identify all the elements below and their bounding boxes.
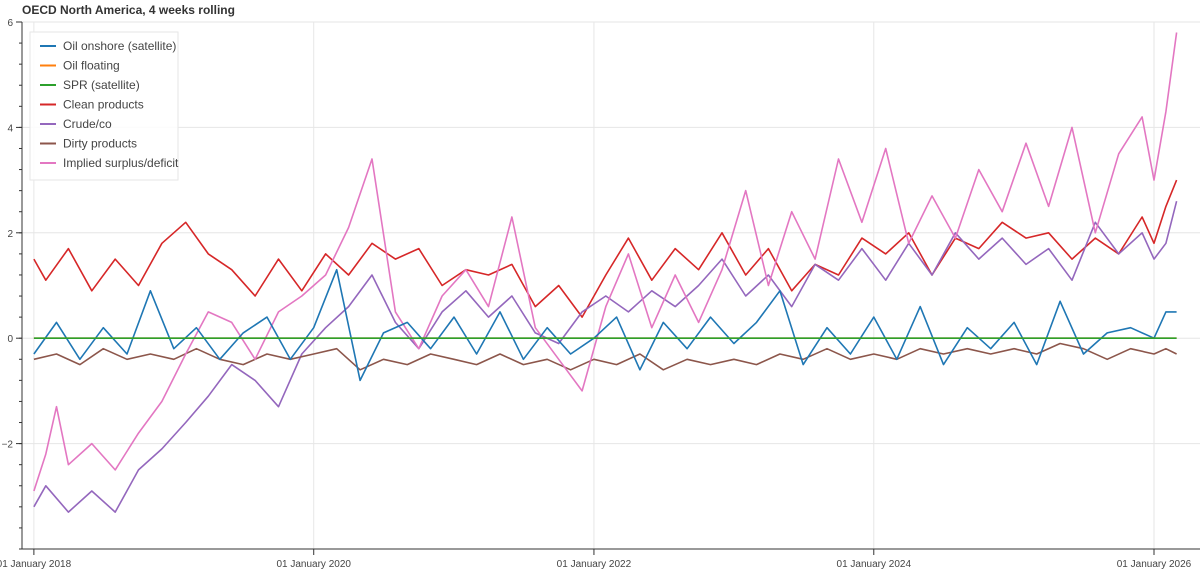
x-tick-label: 01 January 2026 bbox=[1117, 559, 1192, 570]
legend-label: Implied surplus/deficit bbox=[63, 156, 179, 170]
y-tick-label: 4 bbox=[7, 123, 13, 134]
x-tick-label: 01 January 2024 bbox=[837, 559, 912, 570]
series-layer bbox=[33, 32, 1178, 513]
y-tick-label: 2 bbox=[7, 229, 13, 240]
chart-title: OECD North America, 4 weeks rolling bbox=[22, 3, 235, 17]
y-tick-label: 0 bbox=[7, 334, 13, 345]
legend-label: Dirty products bbox=[63, 137, 137, 151]
series-line-dirty-products bbox=[33, 342, 1177, 371]
axes-layer: 01 January 2018 01 January 2020 01 January… bbox=[0, 18, 1200, 570]
legend-item-clean-products[interactable]: Clean products bbox=[40, 98, 144, 112]
legend-item-spr-satellite[interactable]: SPR (satellite) bbox=[40, 78, 140, 92]
y-tick-label: 6 bbox=[7, 18, 13, 29]
legend-label: Clean products bbox=[63, 98, 144, 112]
series-line-crude-co bbox=[33, 201, 1178, 513]
legend-label: Oil onshore (satellite) bbox=[63, 39, 176, 53]
legend-label: SPR (satellite) bbox=[63, 78, 140, 92]
grid-layer bbox=[22, 21, 1200, 549]
legend-item-oil-onshore-satellite[interactable]: Oil onshore (satellite) bbox=[40, 39, 176, 53]
legend-item-crude-co[interactable]: Crude/co bbox=[40, 117, 112, 131]
legend-item-oil-floating[interactable]: Oil floating bbox=[40, 59, 120, 73]
y-tick-label: −2 bbox=[2, 440, 14, 451]
legend-box bbox=[29, 31, 179, 181]
x-tick-label: 01 January 2020 bbox=[276, 559, 351, 570]
series-line-oil-onshore-satellite bbox=[33, 268, 1177, 382]
series-line-clean-products bbox=[33, 179, 1178, 318]
x-tick-label: 01 January 2022 bbox=[557, 559, 632, 570]
series-line-implied-surplus-deficit bbox=[33, 32, 1178, 492]
legend-item-dirty-products[interactable]: Dirty products bbox=[40, 137, 137, 151]
legend[interactable]: Oil onshore (satellite) Oil floating SPR (… bbox=[29, 31, 179, 181]
legend-item-implied-surplus-deficit[interactable]: Implied surplus/deficit bbox=[40, 156, 179, 170]
legend-label: Oil floating bbox=[63, 59, 120, 73]
x-tick-label: 01 January 2018 bbox=[0, 559, 72, 570]
legend-label: Crude/co bbox=[63, 117, 112, 131]
